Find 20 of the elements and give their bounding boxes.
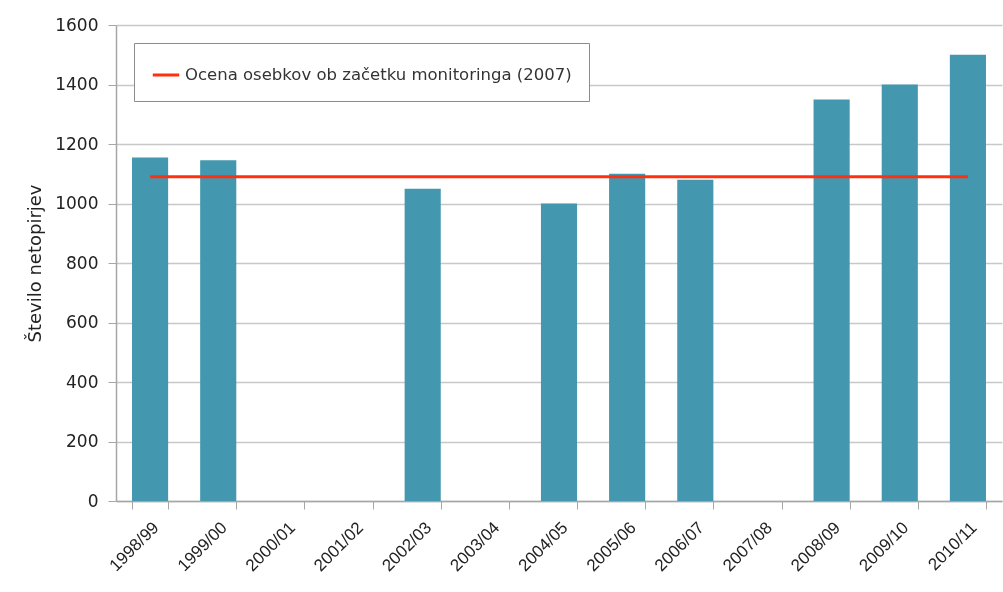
y-tick-label: 1200 xyxy=(55,133,99,154)
y-tick-label: 800 xyxy=(66,252,99,273)
bar xyxy=(200,160,237,501)
y-tick-label: 1000 xyxy=(55,193,99,213)
y-tick-label: 1600 xyxy=(55,14,99,35)
y-tick-label: 600 xyxy=(66,312,99,332)
bar xyxy=(609,173,646,501)
bar xyxy=(949,54,986,501)
y-tick-label: 400 xyxy=(66,371,99,392)
bar xyxy=(404,188,441,501)
bar xyxy=(540,203,578,501)
bar xyxy=(132,157,169,501)
y-tick-label: 1400 xyxy=(55,74,99,94)
bar xyxy=(813,99,850,501)
legend-label: Ocena osebkov ob začetku monitoringa (2007) xyxy=(185,65,572,84)
bar xyxy=(881,84,918,501)
bar xyxy=(677,179,714,501)
y-tick-label: 0 xyxy=(87,490,99,511)
y-tick-label: 200 xyxy=(66,431,99,451)
y-axis-title: Število netopirjev xyxy=(24,184,46,343)
